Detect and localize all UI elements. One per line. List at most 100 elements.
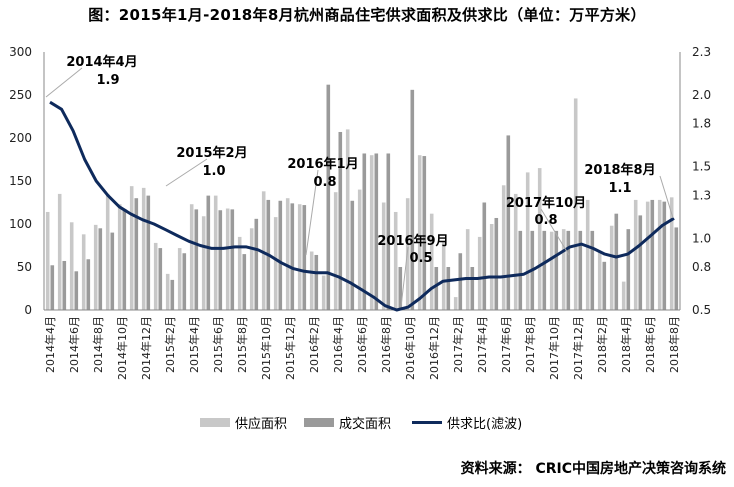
- deal-bar: [290, 203, 295, 310]
- deal-bar: [74, 271, 79, 310]
- x-axis-tick-label: 2016年12月: [427, 316, 441, 380]
- annotation-label: 2017年10月: [506, 195, 586, 211]
- supply-bar: [129, 186, 134, 310]
- supply-bar: [633, 199, 638, 310]
- supply-bar: [537, 168, 542, 310]
- supply-bars: [45, 98, 674, 310]
- right-axis-tick-label: 2.0: [692, 88, 711, 102]
- supply-bar: [57, 193, 62, 310]
- left-axis-tick-label: 150: [9, 174, 32, 188]
- deal-bar: [314, 254, 319, 310]
- deal-bar: [350, 200, 355, 310]
- annotation-label: 2015年2月: [176, 145, 247, 161]
- supply-bar: [165, 273, 170, 310]
- deal-bar: [470, 267, 475, 310]
- supply-bar: [213, 195, 218, 310]
- deal-bar: [566, 230, 571, 310]
- supply-bar: [561, 229, 566, 310]
- x-axis-tick-label: 2016年4月: [331, 316, 345, 373]
- annotation-label: 2018年8月: [584, 162, 655, 178]
- supply-bar: [261, 191, 266, 310]
- deal-bar: [650, 199, 655, 310]
- supply-bar: [93, 224, 98, 310]
- deal-bar: [218, 210, 223, 310]
- deal-bar: [410, 89, 415, 310]
- deal-bar: [194, 209, 199, 310]
- x-axis-tick-label: 2017年6月: [499, 316, 513, 373]
- right-axis-tick-label: 2.3: [692, 45, 711, 59]
- deal-bar: [386, 153, 391, 310]
- right-axis-ticks: 0.5 0.8 1.0 1.3 1.5 1.8 2.0 2.3: [692, 45, 711, 317]
- deal-bar: [278, 200, 283, 310]
- right-axis-tick-label: 0.5: [692, 303, 711, 317]
- x-axis-tick-label: 2014年4月: [43, 316, 57, 373]
- supply-bar: [453, 297, 458, 310]
- ratio-line: [49, 100, 675, 312]
- deal-bar: [326, 84, 331, 311]
- supply-bar: [597, 251, 602, 310]
- annotation-value: 0.5: [409, 251, 432, 266]
- supply-bar: [465, 229, 470, 310]
- x-axis-tick-label: 2016年8月: [379, 316, 393, 373]
- x-axis-tick-label: 2018年6月: [643, 316, 657, 373]
- deal-bar: [482, 202, 487, 310]
- annotation-label: 2014年4月: [66, 54, 137, 70]
- supply-bar: [513, 193, 518, 310]
- deal-bar: [110, 232, 115, 310]
- source-note: 资料来源： CRIC中国房地产决策咨询系统: [460, 461, 726, 477]
- deal-bar: [578, 230, 583, 310]
- x-axis-tick-label: 2018年2月: [595, 316, 609, 373]
- left-axis-tick-label: 50: [17, 260, 32, 274]
- annotation-value: 0.8: [313, 175, 336, 190]
- supply-bar: [105, 193, 110, 310]
- legend-label-supply: 供应面积: [235, 417, 288, 432]
- annotation-value: 1.0: [202, 164, 225, 179]
- annotation-leader: [659, 175, 674, 219]
- supply-bar: [69, 222, 74, 310]
- annotations: 2014年4月 1.9 2015年2月 1.0 2016年1月 0.8 2016年9月 0.5…: [45, 54, 674, 308]
- x-axis-tick-label: 2014年6月: [67, 316, 81, 373]
- left-axis-tick-label: 0: [24, 303, 32, 317]
- supply-bar: [645, 201, 650, 310]
- supply-bar: [237, 236, 242, 310]
- x-axis-tick-label: 2015年8月: [235, 316, 249, 373]
- supply-bar: [357, 189, 362, 310]
- deal-bar: [338, 131, 343, 310]
- supply-bar: [309, 251, 314, 310]
- supply-bar: [273, 217, 278, 310]
- deal-bar: [434, 267, 439, 310]
- x-axis-tick-label: 2014年10月: [115, 316, 129, 380]
- left-axis-tick-label: 300: [9, 45, 32, 59]
- supply-bar: [501, 185, 506, 310]
- supply-bar: [609, 225, 614, 310]
- supply-bar: [117, 204, 122, 310]
- deal-bar: [614, 213, 619, 310]
- left-axis-ticks: 0 50 100 150 200 250 300: [9, 45, 32, 317]
- supply-bar: [141, 187, 146, 310]
- axes: [43, 52, 681, 311]
- supply-bar: [585, 199, 590, 310]
- x-axis-tick-label: 2018年4月: [619, 316, 633, 373]
- deal-bar: [458, 253, 463, 310]
- x-axis-tick-label: 2017年10月: [547, 316, 561, 380]
- deal-bar: [50, 265, 55, 310]
- deal-bar: [590, 230, 595, 310]
- deal-bar: [230, 209, 235, 310]
- x-axis-tick-label: 2017年8月: [523, 316, 537, 373]
- deal-bar: [674, 227, 679, 310]
- deal-bar: [182, 253, 187, 310]
- supply-bar: [381, 202, 386, 310]
- legend-swatch-deal: [304, 418, 334, 427]
- right-axis-tick-label: 1.0: [692, 231, 711, 245]
- annotation-leader: [45, 67, 83, 98]
- supply-bar: [321, 275, 326, 310]
- x-axis-tick-label: 2014年8月: [91, 316, 105, 373]
- right-axis-tick-label: 1.3: [692, 188, 711, 202]
- x-axis-tick-label: 2015年2月: [163, 316, 177, 373]
- x-axis-tick-label: 2015年4月: [187, 316, 201, 373]
- legend-swatch-ratio: [412, 421, 442, 424]
- deal-bars: [50, 84, 679, 311]
- deal-bar: [626, 229, 631, 310]
- supply-bar: [549, 231, 554, 310]
- x-axis-tick-label: 2016年2月: [307, 316, 321, 373]
